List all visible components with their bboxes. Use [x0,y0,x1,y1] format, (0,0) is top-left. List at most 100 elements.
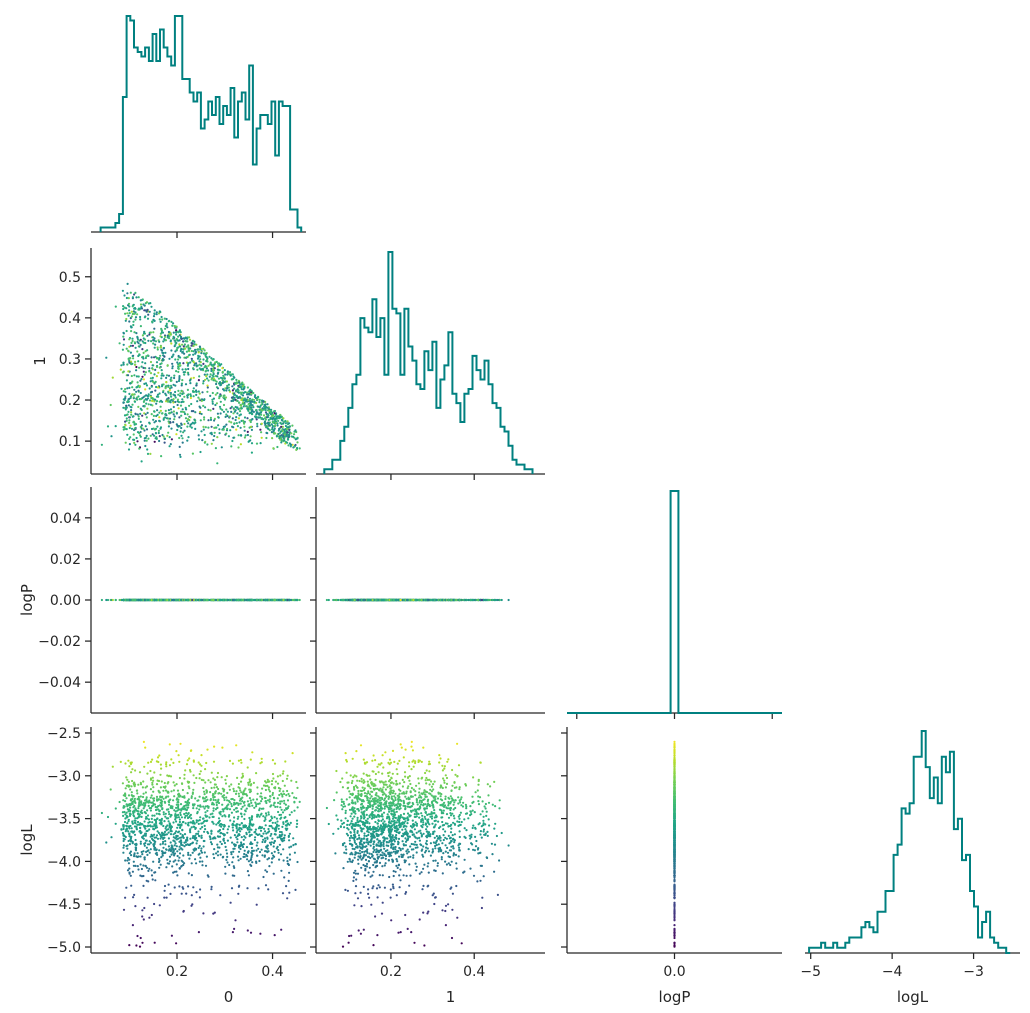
scatter-point [203,373,206,376]
scatter-point [128,419,131,422]
scatter-point [167,384,170,387]
scatter-point [202,425,205,428]
scatter-point [181,343,184,346]
scatter-point [146,411,149,414]
scatter-point [271,437,274,440]
scatter-point [128,397,131,400]
scatter-point [203,349,206,352]
scatter-point [253,598,256,602]
scatter-point [178,364,181,367]
scatter-point [169,393,172,396]
scatter-point [243,436,246,439]
scatter-point [259,428,262,431]
scatter-point [174,358,177,361]
scatter-point [166,364,169,367]
scatter-point [171,365,174,368]
scatter-point [233,396,236,399]
scatter-point [162,383,165,386]
scatter-point [177,339,180,342]
scatter-point [164,409,167,412]
scatter-point [208,355,211,358]
scatter-point [155,436,158,439]
scatter-point [172,398,175,401]
scatter-point [128,338,131,341]
scatter-point [263,420,267,423]
scatter-point [176,346,179,349]
scatter-point [280,418,283,422]
scatter-point [152,336,155,339]
scatter-point [229,429,232,432]
scatter-point [266,422,269,425]
scatter-point [283,433,286,436]
scatter-point [145,434,148,437]
scatter-point [152,339,155,342]
scatter-point [127,357,130,360]
scatter-point [207,369,210,372]
scatter-point [196,357,200,360]
scatter-point [114,305,117,308]
scatter-point [178,453,182,456]
scatter-point [143,338,147,341]
scatter-point [257,405,260,408]
scatter-point [211,398,214,401]
scatter-point [128,312,131,315]
scatter-point [286,420,289,423]
panel-1-vs-0: 0.10.20.30.40.5 [59,248,306,480]
scatter-point [182,371,185,374]
scatter-point [230,445,233,448]
scatter-point [194,411,197,414]
scatter-point [139,412,142,415]
scatter-point [149,380,152,383]
scatter-point [235,381,238,384]
scatter-point [238,414,241,417]
scatter-point [153,434,156,437]
scatter-point [277,432,280,435]
scatter-point [123,598,126,602]
scatter-point [284,442,287,445]
y-tick-label: 0.04 [50,511,81,527]
scatter-point [231,439,234,443]
scatter-point [131,312,134,316]
scatter-point [235,395,238,398]
scatter-point [111,598,114,602]
scatter-point [280,441,283,444]
scatter-point [174,350,177,353]
scatter-point [266,406,269,409]
scatter-point [159,426,163,429]
scatter-point [184,417,188,420]
scatter-point [225,408,228,411]
scatter-point [260,436,263,439]
scatter-point [199,419,202,422]
scatter-point [219,412,222,415]
scatter-point [249,402,252,406]
scatter-point [127,297,130,300]
scatter-point [238,401,241,404]
scatter-point [169,443,172,446]
scatter-point [231,417,234,420]
scatter-point [243,416,247,419]
scatter-point [186,425,189,428]
scatter-point [288,433,291,436]
scatter-point [180,348,183,351]
scatter-point [132,420,135,423]
scatter-point [139,430,142,434]
scatter-point [291,424,294,427]
scatter-point [188,338,192,341]
scatter-point [136,431,140,434]
scatter-point [207,364,210,367]
scatter-point [162,391,165,394]
scatter-point [186,364,189,367]
scatter-point [233,422,236,425]
scatter-point [175,338,178,341]
scatter-point [160,329,163,332]
scatter-point [135,332,138,335]
scatter-point [124,319,127,322]
scatter-point [195,393,198,396]
scatter-point [226,410,229,413]
scatter-point [128,421,131,424]
scatter-point [127,302,131,305]
scatter-point [130,406,133,409]
scatter-point [237,408,240,411]
scatter-point [122,343,125,346]
scatter-point [158,366,161,369]
